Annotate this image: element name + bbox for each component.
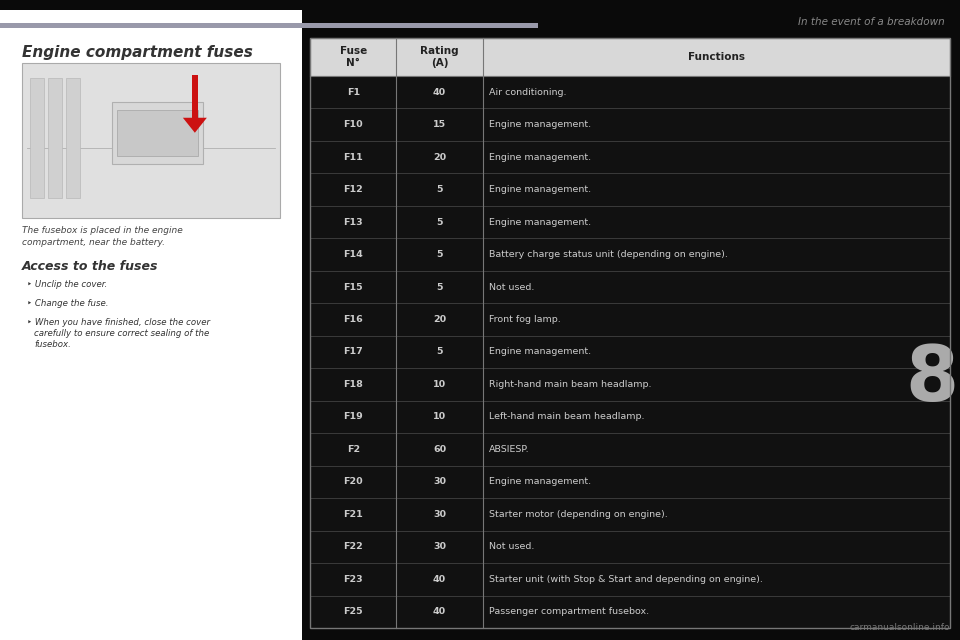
Text: 60: 60 <box>433 445 446 454</box>
Bar <box>30 78 44 198</box>
Text: ‣ When you have finished, close the cover: ‣ When you have finished, close the cove… <box>27 318 210 327</box>
Text: Right-hand main beam headlamp.: Right-hand main beam headlamp. <box>489 380 651 389</box>
Bar <box>310 76 950 108</box>
Text: 10: 10 <box>433 412 446 422</box>
Text: F17: F17 <box>344 348 363 356</box>
Text: F22: F22 <box>344 542 363 551</box>
Text: compartment, near the battery.: compartment, near the battery. <box>22 238 165 247</box>
Text: fusebox.: fusebox. <box>34 340 71 349</box>
Text: Functions: Functions <box>688 52 745 62</box>
Text: carmanualsonline.info: carmanualsonline.info <box>850 623 950 632</box>
Text: F11: F11 <box>344 153 363 162</box>
Bar <box>310 141 950 173</box>
Text: Rating
(A): Rating (A) <box>420 46 459 68</box>
Text: Not used.: Not used. <box>489 542 534 551</box>
Bar <box>192 76 198 118</box>
Text: F12: F12 <box>344 185 363 194</box>
Text: 15: 15 <box>433 120 446 129</box>
Bar <box>310 401 950 433</box>
Text: F25: F25 <box>344 607 363 616</box>
Text: F14: F14 <box>344 250 363 259</box>
Text: Engine management.: Engine management. <box>489 348 591 356</box>
Text: 40: 40 <box>433 88 446 97</box>
Bar <box>310 563 950 596</box>
Bar <box>310 238 950 271</box>
Text: Battery charge status unit (depending on engine).: Battery charge status unit (depending on… <box>489 250 728 259</box>
Text: Engine management.: Engine management. <box>489 218 591 227</box>
Bar <box>310 271 950 303</box>
Text: Starter motor (depending on engine).: Starter motor (depending on engine). <box>489 510 667 519</box>
Bar <box>117 109 198 156</box>
Text: Engine management.: Engine management. <box>489 153 591 162</box>
Bar <box>310 206 950 238</box>
Text: 30: 30 <box>433 477 446 486</box>
Text: The fusebox is placed in the engine: The fusebox is placed in the engine <box>22 226 182 235</box>
Text: F18: F18 <box>344 380 363 389</box>
Text: carefully to ensure correct sealing of the: carefully to ensure correct sealing of t… <box>34 329 209 338</box>
Text: F23: F23 <box>344 575 363 584</box>
Text: Access to the fuses: Access to the fuses <box>22 260 158 273</box>
Text: Not used.: Not used. <box>489 282 534 292</box>
Bar <box>310 433 950 466</box>
Text: F1: F1 <box>347 88 360 97</box>
Text: 20: 20 <box>433 153 446 162</box>
Bar <box>310 596 950 628</box>
Bar <box>310 336 950 368</box>
Text: Starter unit (with Stop & Start and depending on engine).: Starter unit (with Stop & Start and depe… <box>489 575 762 584</box>
Text: Left-hand main beam headlamp.: Left-hand main beam headlamp. <box>489 412 644 422</box>
Text: 40: 40 <box>433 575 446 584</box>
Text: F21: F21 <box>344 510 363 519</box>
Bar <box>310 531 950 563</box>
Bar <box>310 368 950 401</box>
Bar <box>310 38 950 628</box>
Text: Front fog lamp.: Front fog lamp. <box>489 315 561 324</box>
Text: 5: 5 <box>437 282 443 292</box>
Text: 40: 40 <box>433 607 446 616</box>
Text: 5: 5 <box>437 218 443 227</box>
Text: F2: F2 <box>347 445 360 454</box>
Text: 30: 30 <box>433 542 446 551</box>
Bar <box>310 108 950 141</box>
Bar <box>112 102 203 164</box>
Text: Engine management.: Engine management. <box>489 120 591 129</box>
Text: F10: F10 <box>344 120 363 129</box>
Text: ‣ Change the fuse.: ‣ Change the fuse. <box>27 299 108 308</box>
Bar <box>0 23 538 28</box>
Bar <box>310 38 950 76</box>
Text: 5: 5 <box>437 348 443 356</box>
Text: Engine management.: Engine management. <box>489 185 591 194</box>
Text: In the event of a breakdown: In the event of a breakdown <box>799 17 945 27</box>
Text: 20: 20 <box>433 315 446 324</box>
Bar <box>22 63 280 218</box>
Text: 8: 8 <box>905 343 959 417</box>
Bar <box>0 10 302 640</box>
Text: F20: F20 <box>344 477 363 486</box>
Text: 5: 5 <box>437 185 443 194</box>
Bar <box>48 78 62 198</box>
Text: F16: F16 <box>344 315 363 324</box>
Text: F15: F15 <box>344 282 363 292</box>
Text: 10: 10 <box>433 380 446 389</box>
Text: Air conditioning.: Air conditioning. <box>489 88 566 97</box>
Bar <box>310 303 950 336</box>
Text: Passenger compartment fusebox.: Passenger compartment fusebox. <box>489 607 649 616</box>
Text: 5: 5 <box>437 250 443 259</box>
Bar <box>310 466 950 498</box>
Bar <box>66 78 80 198</box>
Text: ‣ Unclip the cover.: ‣ Unclip the cover. <box>27 280 108 289</box>
Bar <box>310 173 950 206</box>
Text: F13: F13 <box>344 218 363 227</box>
Text: Engine management.: Engine management. <box>489 477 591 486</box>
Text: Engine compartment fuses: Engine compartment fuses <box>22 45 252 60</box>
Polygon shape <box>182 118 206 132</box>
Bar <box>310 498 950 531</box>
Text: F19: F19 <box>344 412 363 422</box>
Text: 30: 30 <box>433 510 446 519</box>
Text: Fuse
N°: Fuse N° <box>340 46 367 68</box>
Text: ABSIESP.: ABSIESP. <box>489 445 529 454</box>
